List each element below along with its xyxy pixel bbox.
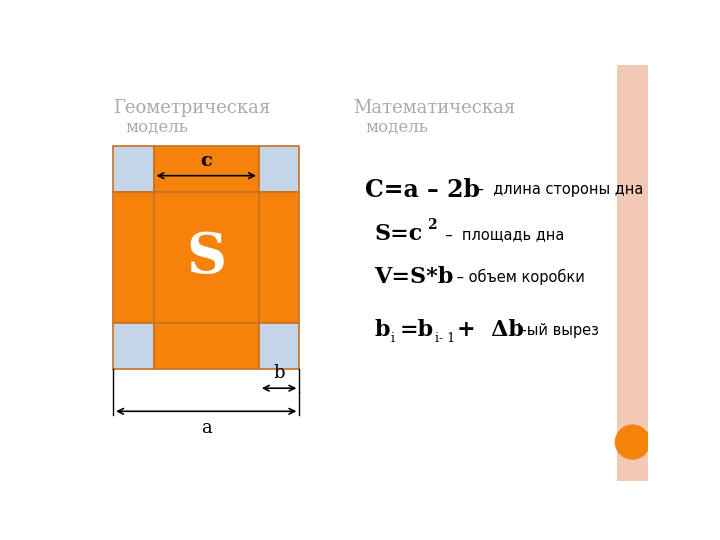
- Text: b: b: [374, 320, 390, 341]
- Text: 2: 2: [427, 218, 437, 232]
- Text: =b: =b: [400, 320, 434, 341]
- Bar: [259, 192, 300, 323]
- Text: –  площадь дна: – площадь дна: [436, 227, 564, 242]
- Text: b: b: [274, 364, 285, 382]
- Text: a: a: [201, 419, 212, 437]
- Bar: [259, 146, 300, 192]
- Text: модель: модель: [125, 119, 188, 136]
- Text: Математическая: Математическая: [354, 99, 516, 117]
- Text: i- 1: i- 1: [435, 332, 455, 345]
- Text: Геометрическая: Геометрическая: [113, 99, 271, 117]
- Text: S=c: S=c: [374, 223, 423, 245]
- Circle shape: [616, 425, 649, 459]
- Bar: [259, 323, 300, 369]
- Text: i: i: [391, 332, 395, 345]
- Text: модель: модель: [365, 119, 428, 136]
- Text: – объем коробки: – объем коробки: [452, 268, 585, 285]
- Bar: [113, 192, 153, 323]
- Bar: [153, 323, 259, 369]
- Bar: [153, 192, 259, 323]
- Text: V=S*b: V=S*b: [374, 266, 454, 287]
- Text: S: S: [186, 230, 226, 285]
- Text: +  Δb: + Δb: [456, 320, 523, 341]
- Text: C=a – 2b: C=a – 2b: [365, 178, 480, 201]
- Text: c: c: [200, 152, 212, 170]
- Bar: [153, 146, 259, 192]
- Bar: [113, 146, 153, 192]
- Bar: [113, 323, 153, 369]
- Text: i-ый вырез: i-ый вырез: [508, 323, 599, 338]
- Bar: [617, 65, 648, 481]
- Text: –  длина стороны дна: – длина стороны дна: [472, 182, 644, 197]
